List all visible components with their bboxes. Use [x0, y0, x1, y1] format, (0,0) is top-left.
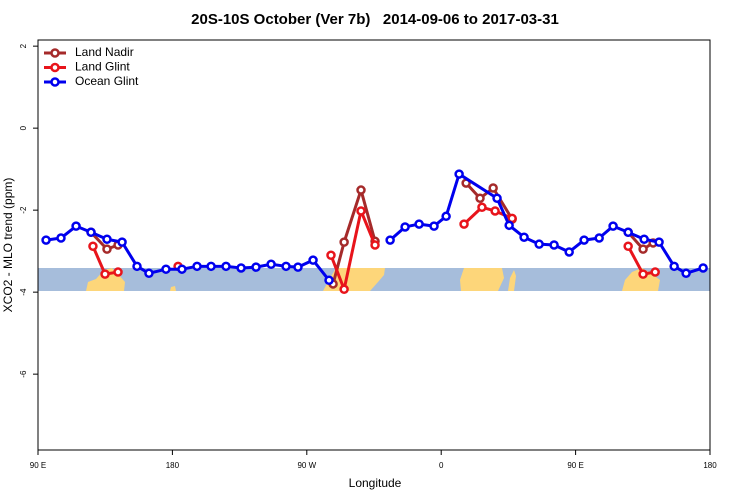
data-point: [638, 269, 648, 279]
y-axis-label: XCO2 - MLO trend (ppm): [1, 178, 15, 313]
data-point: [308, 255, 318, 265]
data-point: [654, 237, 664, 247]
land-shape: [508, 270, 516, 291]
legend-marker: [50, 62, 60, 73]
data-point: [492, 193, 502, 204]
data-point: [113, 267, 123, 277]
data-point: [385, 235, 395, 245]
data-point: [71, 221, 81, 231]
data-point: [579, 235, 589, 245]
data-point: [608, 221, 618, 231]
data-point: [266, 259, 276, 270]
y-tick-label: 0: [19, 125, 28, 130]
x-tick-label: 180: [703, 461, 717, 470]
data-point: [100, 269, 110, 279]
legend-marker: [50, 48, 60, 58]
data-point: [370, 240, 380, 250]
data-point: [251, 262, 261, 272]
data-point: [681, 268, 691, 279]
x-tick-label: 90 E: [567, 461, 583, 470]
y-tick-label: -4: [19, 288, 28, 296]
data-point: [117, 237, 127, 247]
data-point: [454, 169, 464, 179]
data-point: [339, 284, 349, 295]
data-point: [144, 268, 154, 279]
y-tick-label: 2: [19, 43, 28, 48]
data-point: [293, 262, 303, 272]
data-point: [429, 221, 439, 231]
data-point: [549, 240, 559, 250]
data-point: [56, 233, 66, 243]
data-point: [356, 185, 366, 195]
legend-label: Land Nadir: [75, 45, 134, 59]
data-point: [86, 227, 96, 238]
land-shape: [170, 286, 176, 291]
data-point: [504, 220, 514, 231]
y-tick-label: -2: [19, 206, 28, 214]
data-point: [639, 234, 649, 245]
data-point: [324, 275, 334, 286]
legend-marker: [50, 77, 60, 87]
data-point: [650, 267, 660, 277]
data-point: [488, 183, 498, 193]
data-point: [281, 261, 291, 272]
plot-frame: [37, 39, 711, 451]
data-point: [459, 219, 469, 229]
data-point: [102, 244, 112, 254]
data-point: [564, 247, 574, 257]
y-tick-label: -6: [19, 370, 28, 378]
land-shape: [460, 268, 504, 291]
data-point: [623, 241, 633, 251]
data-point: [356, 206, 366, 216]
legend-label: Land Glint: [75, 60, 130, 74]
data-point: [206, 261, 216, 272]
data-point: [400, 222, 410, 232]
data-point: [623, 227, 633, 238]
data-point: [326, 250, 336, 260]
x-tick-label: 0: [439, 461, 444, 470]
data-point: [236, 263, 246, 273]
data-point: [192, 261, 202, 272]
x-tick-label: 90 E: [30, 461, 46, 470]
land-ocean-strip: [38, 268, 710, 291]
data-point: [177, 264, 187, 274]
data-point: [669, 261, 679, 272]
data-point: [698, 263, 708, 273]
data-point: [414, 219, 424, 229]
data-point: [132, 261, 142, 272]
legend-label: Ocean Glint: [75, 74, 139, 88]
data-point: [41, 235, 51, 245]
x-tick-label: 180: [166, 461, 180, 470]
data-point: [441, 211, 451, 222]
x-axis-label: Longitude: [349, 476, 402, 490]
data-point: [161, 264, 171, 274]
data-point: [519, 232, 529, 242]
data-point: [638, 244, 648, 254]
series-line: [45, 172, 704, 282]
chart-title: 20S-10S October (Ver 7b) 2014-09-06 to 2…: [191, 11, 559, 28]
data-point: [490, 206, 500, 216]
x-tick-label: 90 W: [297, 461, 316, 470]
data-point: [475, 193, 485, 204]
data-point: [534, 239, 544, 249]
data-point: [102, 234, 112, 245]
data-point: [594, 233, 604, 243]
data-point: [339, 237, 349, 247]
data-point: [221, 261, 231, 272]
data-point: [477, 202, 487, 213]
data-point: [88, 241, 98, 251]
